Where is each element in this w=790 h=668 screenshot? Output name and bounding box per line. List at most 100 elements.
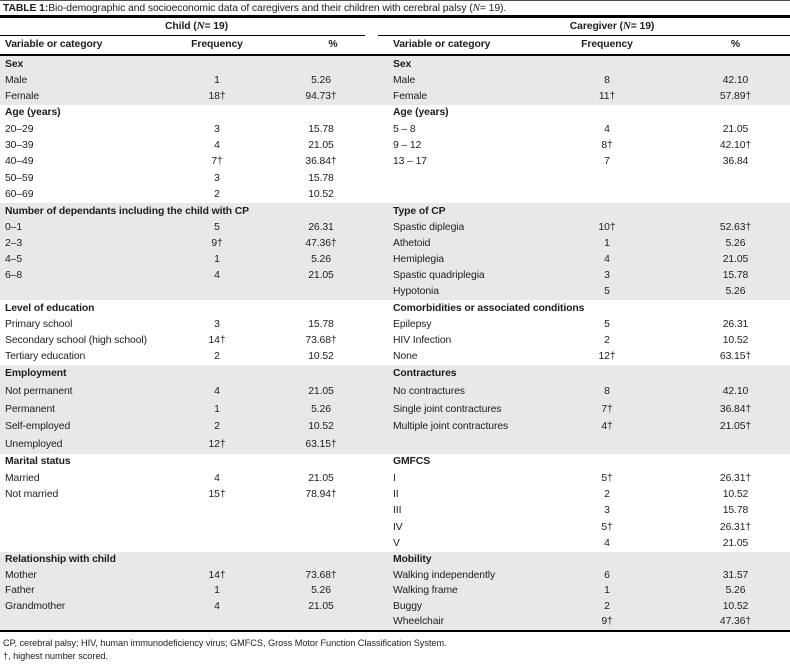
right-variable-label: Male <box>393 74 416 86</box>
right-variable-label: None <box>393 351 418 363</box>
col-header-variable-left: Variable or category <box>5 39 103 51</box>
section-header-row: Relationship with child Mobility <box>0 552 790 568</box>
left-section-header: Sex <box>5 58 24 70</box>
group-header-caregiver: Caregiver (N = 19) <box>378 18 790 36</box>
right-percent-value: 36.84† <box>719 403 752 415</box>
right-variable-label: Athetoid <box>393 237 431 249</box>
right-variable-label: Female <box>393 90 428 102</box>
table-row: 4–5 1 5.26 Hemiplegia 4 21.05 <box>0 252 790 268</box>
left-percent-value: 47.36† <box>305 237 337 249</box>
left-frequency-value: 3 <box>214 172 220 184</box>
right-variable-label: Walking independently <box>393 569 496 581</box>
group-header-child: Child (N = 19) <box>0 18 365 36</box>
left-frequency-value: 4 <box>214 270 220 282</box>
right-section-header: GMFCS <box>393 456 431 468</box>
table-row: Male 1 5.26 Male 8 42.10 <box>0 72 790 88</box>
table-row: Grandmother 4 21.05 Buggy 2 10.52 <box>0 599 790 615</box>
left-percent-value: 21.05 <box>308 270 334 282</box>
right-frequency-value: 10† <box>598 221 616 233</box>
left-variable-label: 50–59 <box>5 172 34 184</box>
right-percent-value: 42.10 <box>722 386 749 398</box>
right-variable-label: Spastic diplegia <box>393 221 465 233</box>
table-title-n-symbol: N <box>472 2 480 14</box>
right-frequency-value: 7 <box>604 156 610 168</box>
table-title-label: TABLE 1: <box>3 2 49 14</box>
left-percent-value: 15.78 <box>308 172 334 184</box>
table-title-suffix: = 19). <box>479 2 507 14</box>
right-section-header: Sex <box>393 58 412 70</box>
right-frequency-value: 12† <box>598 351 616 363</box>
right-section-header: Comorbidities or associated conditions <box>393 302 585 314</box>
table-row: Permanent 1 5.26 Single joint contractures 7… <box>0 400 790 418</box>
right-frequency-value: 2 <box>604 600 610 612</box>
table-row: Father 1 5.26 Walking frame 1 5.26 <box>0 583 790 599</box>
section-4: Employment Contractures Not permanent 4 21.0… <box>0 365 790 454</box>
footnote-abbreviations: CP, cerebral palsy; HIV, human immunodef… <box>3 638 447 648</box>
right-variable-label: Single joint contractures <box>393 403 502 415</box>
left-variable-label: Self-employed <box>5 421 71 433</box>
left-variable-label: Female <box>5 90 40 102</box>
left-variable-label: Tertiary education <box>5 351 86 363</box>
right-section-header: Mobility <box>393 554 432 566</box>
left-frequency-value: 14† <box>208 335 226 347</box>
right-percent-value: 26.31† <box>719 472 752 484</box>
right-percent-value: 10.52 <box>722 335 749 347</box>
left-variable-label: Primary school <box>5 318 73 330</box>
right-percent-value: 21.05 <box>722 254 749 266</box>
left-section-header: Level of education <box>5 302 95 314</box>
table-row: 60–69 2 10.52 <box>0 187 790 203</box>
left-percent-value: 15.78 <box>308 123 334 135</box>
group-caregiver-n-symbol: N <box>622 20 631 33</box>
table-row: 20–29 3 15.78 5 – 8 4 21.05 <box>0 121 790 137</box>
table-row: Mother 14† 73.68† Walking independently 6 31.… <box>0 568 790 584</box>
right-percent-value: 21.05 <box>722 538 749 550</box>
right-frequency-value: 8† <box>601 140 613 152</box>
right-percent-value: 26.31† <box>719 521 752 533</box>
left-variable-label: 60–69 <box>5 189 34 201</box>
right-percent-value: 5.26 <box>725 286 746 298</box>
right-variable-label: Spastic quadriplegia <box>393 270 485 282</box>
col-header-percent-right: % <box>730 39 741 51</box>
left-frequency-value: 14† <box>208 569 226 581</box>
left-frequency-value: 1 <box>214 254 220 266</box>
table-row: 0–1 5 26.31 Spastic diplegia 10† 52.63† <box>0 219 790 235</box>
left-variable-label: Male <box>5 74 28 86</box>
right-frequency-value: 9† <box>601 616 613 628</box>
right-frequency-value: 1 <box>604 237 610 249</box>
left-percent-value: 10.52 <box>308 421 334 433</box>
left-variable-label: Not married <box>5 489 59 501</box>
left-percent-value: 10.52 <box>308 351 334 363</box>
footnotes: CP, cerebral palsy; HIV, human immunodef… <box>0 632 790 662</box>
left-variable-label: Father <box>5 585 35 597</box>
section-2: Number of dependants including the child… <box>0 203 790 300</box>
left-variable-label: Permanent <box>5 403 55 415</box>
left-percent-value: 78.94† <box>305 489 337 501</box>
table-row: Not permanent 4 21.05 No contractures 8 42.10 <box>0 383 790 401</box>
table-row: 6–8 4 21.05 Spastic quadriplegia 3 15.78 <box>0 268 790 284</box>
left-percent-value: 5.26 <box>311 254 331 266</box>
left-percent-value: 21.05 <box>308 600 334 612</box>
top-rule <box>0 15 790 18</box>
left-percent-value: 10.52 <box>308 189 334 201</box>
table-row: 40–49 7† 36.84† 13 – 17 7 36.84 <box>0 154 790 170</box>
section-5: Marital status GMFCS Married 4 21.05 I 5† 26.31… <box>0 454 790 553</box>
right-variable-label: 9 – 12 <box>393 140 422 152</box>
right-variable-label: V <box>393 538 400 550</box>
right-variable-label: II <box>393 489 399 501</box>
right-percent-value: 36.84 <box>722 156 749 168</box>
left-frequency-value: 3 <box>214 318 220 330</box>
left-variable-label: 40–49 <box>5 156 34 168</box>
table-row: Hypotonia 5 5.26 <box>0 284 790 300</box>
footnote-dagger: †, highest number scored. <box>3 650 108 661</box>
left-frequency-value: 2 <box>214 421 220 433</box>
left-frequency-value: 18† <box>208 90 226 102</box>
left-frequency-value: 12† <box>208 439 226 451</box>
right-frequency-value: 3 <box>604 270 610 282</box>
left-section-header: Number of dependants including the child… <box>5 205 250 217</box>
right-percent-value: 31.57 <box>722 569 749 581</box>
header-rule <box>0 53 790 56</box>
left-variable-label: Mother <box>5 569 37 581</box>
left-variable-label: Secondary school (high school) <box>5 335 147 347</box>
right-frequency-value: 2 <box>604 335 610 347</box>
